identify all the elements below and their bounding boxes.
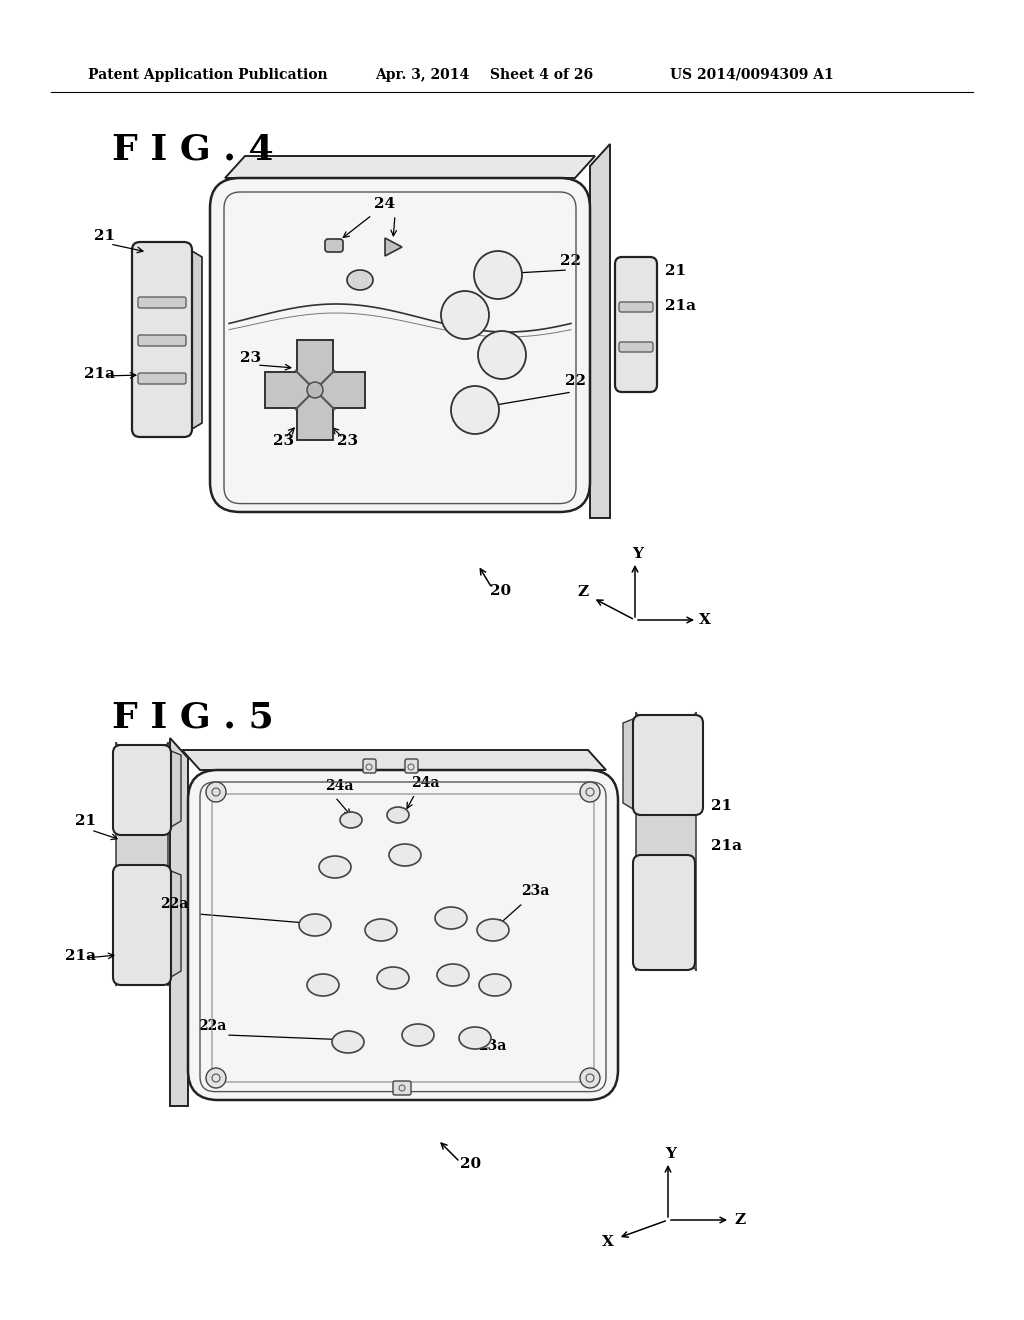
Text: 24: 24 [375,197,395,211]
Text: X: X [699,612,711,627]
Text: F I G . 5: F I G . 5 [112,701,273,735]
FancyBboxPatch shape [633,855,695,970]
Text: 22: 22 [560,253,581,268]
Text: X: X [602,1236,614,1249]
FancyBboxPatch shape [113,865,171,985]
Text: 24a: 24a [325,779,353,793]
Ellipse shape [307,974,339,997]
Circle shape [307,381,323,399]
Text: Z: Z [578,585,589,599]
Ellipse shape [299,913,331,936]
Text: US 2014/0094309 A1: US 2014/0094309 A1 [670,69,834,82]
Ellipse shape [365,919,397,941]
Text: 21: 21 [711,799,732,813]
Text: 21a: 21a [711,840,742,853]
Text: 23: 23 [240,351,261,366]
FancyBboxPatch shape [210,178,590,512]
Ellipse shape [389,843,421,866]
FancyBboxPatch shape [116,742,168,986]
Ellipse shape [477,919,509,941]
FancyBboxPatch shape [633,715,703,814]
Text: 22: 22 [565,374,586,388]
Text: Apr. 3, 2014: Apr. 3, 2014 [375,69,469,82]
Polygon shape [171,871,181,977]
Text: 21a: 21a [65,949,96,964]
Text: F I G . 4: F I G . 4 [112,133,273,168]
Text: 23: 23 [337,434,358,447]
Text: 23: 23 [273,434,294,447]
Ellipse shape [479,974,511,997]
Text: 24a: 24a [411,776,439,789]
Text: 23a: 23a [478,1039,507,1053]
FancyBboxPatch shape [325,239,343,252]
Text: Y: Y [633,546,643,561]
Circle shape [580,781,600,803]
Polygon shape [623,719,633,809]
Text: 21: 21 [75,814,96,828]
FancyBboxPatch shape [138,374,186,384]
Ellipse shape [437,964,469,986]
Ellipse shape [319,855,351,878]
Ellipse shape [332,1031,364,1053]
Text: Patent Application Publication: Patent Application Publication [88,69,328,82]
Circle shape [206,781,226,803]
FancyBboxPatch shape [138,335,186,346]
Polygon shape [182,750,606,770]
Text: 21a: 21a [84,367,115,381]
Text: Y: Y [666,1147,677,1162]
Circle shape [478,331,526,379]
Text: Sheet 4 of 26: Sheet 4 of 26 [490,69,593,82]
Polygon shape [193,251,202,429]
FancyBboxPatch shape [113,744,171,836]
Ellipse shape [377,968,409,989]
FancyBboxPatch shape [132,242,193,437]
Text: 21a: 21a [665,300,696,313]
Text: 20: 20 [460,1158,481,1171]
FancyBboxPatch shape [362,759,376,774]
FancyBboxPatch shape [636,711,696,972]
Text: 22a: 22a [160,898,188,911]
Ellipse shape [387,807,409,822]
Text: 23a: 23a [521,884,549,898]
Text: 21: 21 [665,264,686,279]
Text: Z: Z [734,1213,745,1228]
Polygon shape [171,751,181,828]
FancyBboxPatch shape [393,1081,411,1096]
Polygon shape [225,156,595,178]
Text: 21: 21 [94,228,115,243]
Circle shape [441,290,489,339]
Polygon shape [265,341,365,440]
FancyBboxPatch shape [618,342,653,352]
Polygon shape [590,144,610,517]
Circle shape [451,385,499,434]
FancyBboxPatch shape [138,297,186,308]
Ellipse shape [459,1027,490,1049]
Polygon shape [385,238,402,256]
Circle shape [474,251,522,300]
Ellipse shape [435,907,467,929]
Text: 20: 20 [490,583,511,598]
Text: 22a: 22a [198,1019,226,1034]
FancyBboxPatch shape [618,302,653,312]
Ellipse shape [340,812,362,828]
Circle shape [206,1068,226,1088]
FancyBboxPatch shape [188,770,618,1100]
FancyBboxPatch shape [615,257,657,392]
Polygon shape [170,738,188,1106]
Ellipse shape [347,271,373,290]
FancyBboxPatch shape [406,759,418,774]
Circle shape [580,1068,600,1088]
Ellipse shape [402,1024,434,1045]
